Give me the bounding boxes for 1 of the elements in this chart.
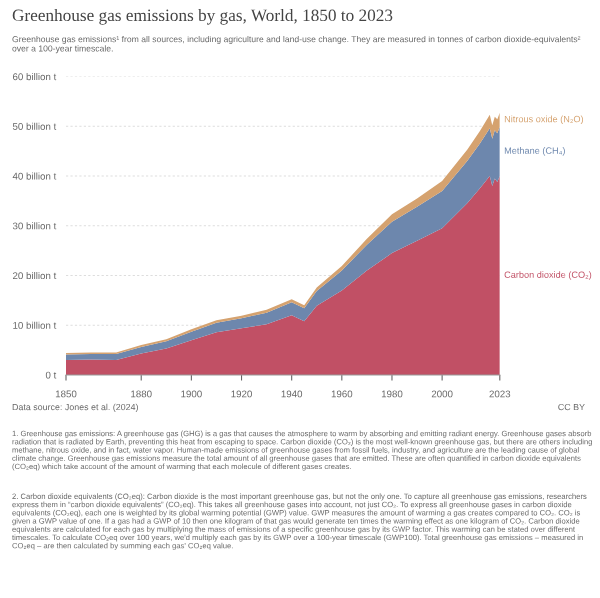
chart-title: Greenhouse gas emissions by gas, World, 1850 to 2023 [12, 8, 393, 25]
